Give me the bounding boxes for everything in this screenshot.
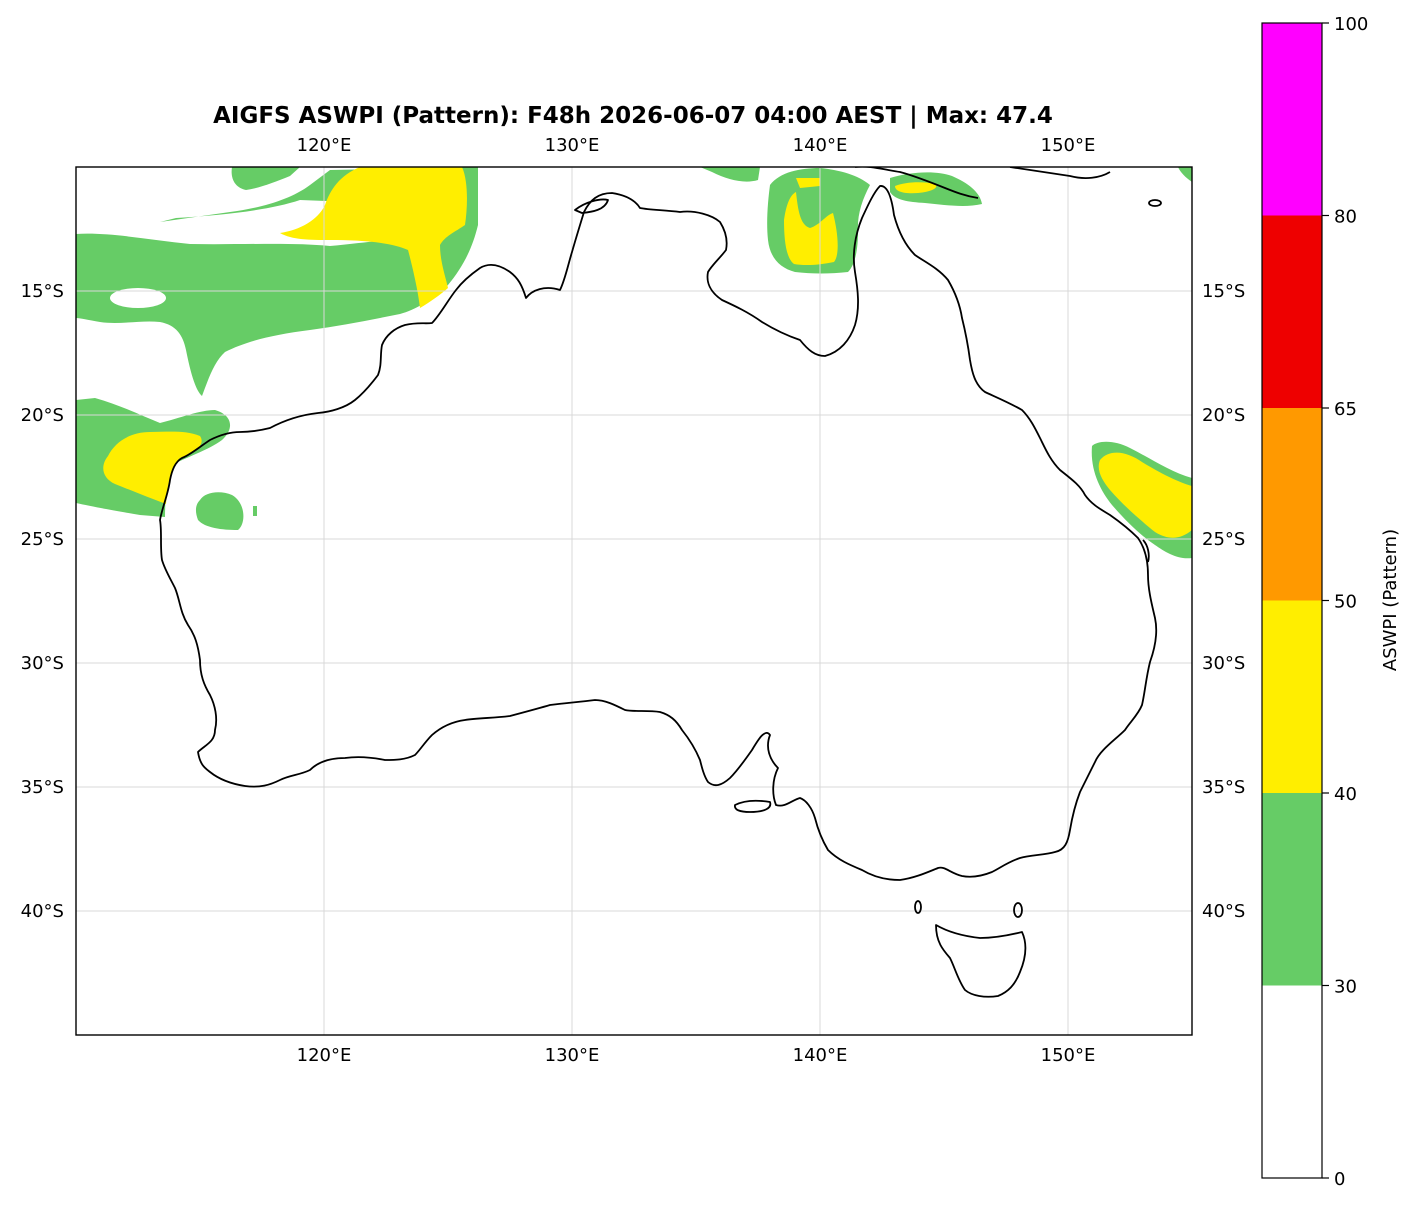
- green-area-torres: [700, 167, 760, 182]
- coastline-new-guinea-south: [855, 167, 1111, 199]
- map-frame: [75, 166, 1193, 1036]
- colorbar-segment: [1262, 23, 1322, 216]
- lat-label-left: 40°S: [21, 901, 64, 922]
- lat-label-left: 35°S: [21, 777, 64, 798]
- coastline-fraser-island: [1142, 539, 1150, 563]
- lon-label-bottom: 120°E: [297, 1045, 352, 1066]
- colorbar-segments: [1262, 23, 1322, 1178]
- colorbar-tick-label: 30: [1334, 977, 1357, 998]
- lat-label-left: 25°S: [21, 529, 64, 550]
- green-speck: [253, 506, 257, 516]
- clear-pocket-west: [110, 288, 166, 308]
- gridlines: [76, 167, 1192, 1035]
- lon-label-bottom: 140°E: [793, 1045, 848, 1066]
- aswpi-fields: [76, 167, 1192, 559]
- colorbar-segment: [1262, 408, 1322, 601]
- chart-title: AIGFS ASWPI (Pattern): F48h 2026-06-07 0…: [213, 103, 1053, 129]
- lon-label-bottom: 130°E: [545, 1045, 600, 1066]
- colorbar-tick-label: 80: [1334, 207, 1357, 228]
- latitude-labels-right: 15°S 20°S 25°S 30°S 35°S 40°S: [1202, 281, 1245, 922]
- lat-label-left: 20°S: [21, 405, 64, 426]
- coastline-melville-island: [574, 198, 609, 214]
- lon-label-top: 140°E: [793, 135, 848, 156]
- coastline-flinders-island: [1013, 902, 1023, 918]
- longitude-labels-top: 120°E 130°E 140°E 150°E: [297, 135, 1096, 156]
- colorbar-tick-label: 0: [1334, 1169, 1345, 1190]
- lat-label-right: 35°S: [1202, 777, 1245, 798]
- coastline-king-island: [914, 900, 922, 914]
- green-patch-shark-bay: [195, 492, 244, 530]
- lon-label-bottom: 150°E: [1041, 1045, 1096, 1066]
- longitude-labels-bottom: 120°E 130°E 140°E 150°E: [297, 1045, 1096, 1066]
- colorbar-tick-label: 65: [1334, 399, 1357, 420]
- green-area-coral-north: [890, 172, 982, 206]
- lon-label-top: 150°E: [1041, 135, 1096, 156]
- colorbar-tick-label: 50: [1334, 592, 1357, 613]
- colorbar: 0 30 40 50 65 80 100 ASWPI (Pattern): [1261, 14, 1401, 1190]
- map-panel: [75, 166, 1193, 1036]
- coastline-kangaroo-island: [734, 799, 772, 813]
- colorbar-segment: [1262, 985, 1322, 1178]
- green-area-northwest: [76, 167, 478, 396]
- colorbar-tick-label: 40: [1334, 784, 1357, 805]
- coastline-islet-north: [1148, 199, 1162, 207]
- latitude-labels-left: 15°S 20°S 25°S 30°S 35°S 40°S: [21, 281, 64, 922]
- coastline-mainland: [159, 185, 1158, 881]
- colorbar-tick-label: 100: [1334, 14, 1368, 35]
- yellow-area-east: [1098, 452, 1192, 538]
- yellow-area-west: [103, 431, 202, 504]
- lat-label-right: 40°S: [1202, 901, 1245, 922]
- lat-label-right: 25°S: [1202, 529, 1245, 550]
- lon-label-top: 120°E: [297, 135, 352, 156]
- green-corner-east: [1178, 167, 1192, 182]
- coastlines: [159, 167, 1162, 998]
- lat-label-left: 15°S: [21, 281, 64, 302]
- lon-label-top: 130°E: [545, 135, 600, 156]
- colorbar-label: ASWPI (Pattern): [1380, 529, 1401, 671]
- lat-label-right: 15°S: [1202, 281, 1245, 302]
- colorbar-ticks: 0 30 40 50 65 80 100: [1322, 14, 1368, 1190]
- colorbar-segment: [1262, 793, 1322, 986]
- yellow-area-coral-north: [895, 182, 937, 194]
- yellow-area-northwest: [280, 167, 467, 308]
- coastline-tasmania: [935, 924, 1027, 998]
- green-area-northwest-top: [231, 167, 300, 190]
- colorbar-segment: [1262, 600, 1322, 793]
- colorbar-segment: [1262, 215, 1322, 408]
- lat-label-right: 30°S: [1202, 653, 1245, 674]
- yellow-area-gulf: [784, 178, 838, 266]
- lat-label-right: 20°S: [1202, 405, 1245, 426]
- lat-label-left: 30°S: [21, 653, 64, 674]
